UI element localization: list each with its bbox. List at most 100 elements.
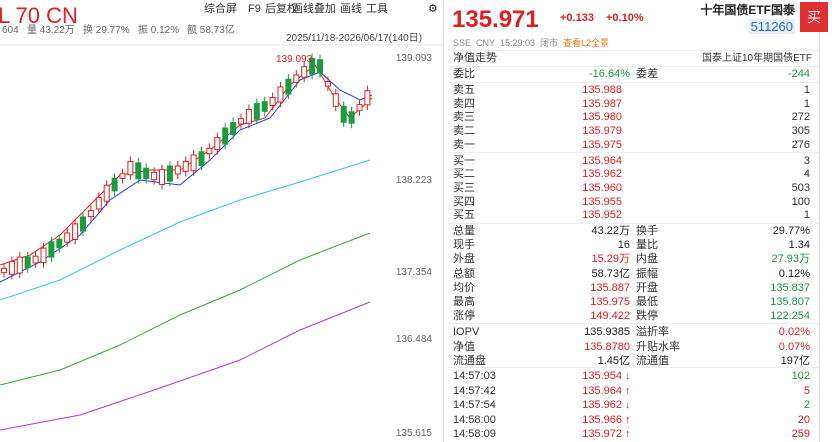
order-label: 卖五 (453, 84, 475, 96)
separator (448, 50, 819, 51)
order-volume: 305 (791, 125, 810, 138)
stat-label: 升贴水率 (636, 340, 680, 353)
trade-time: 14:57:54 (453, 399, 496, 411)
candle-body (95, 196, 102, 210)
quote-strip-item: 换 29.77% (83, 25, 130, 36)
order-volume: 272 (791, 111, 810, 124)
candle-body (72, 223, 79, 240)
price-axis-label: 137.354 (395, 267, 432, 278)
ma-line-cyan (0, 159, 371, 301)
candle-body (332, 93, 339, 107)
stat-label: 净值 (453, 340, 475, 353)
stat-label: 流通值 (636, 354, 669, 367)
candle-body (293, 74, 300, 83)
order-label: 卖四 (453, 97, 475, 110)
trade-direction: ↑ (625, 428, 631, 440)
stat-label: 开盘 (636, 281, 658, 294)
nav-title: 国泰上证10年期国债ETF (701, 53, 812, 64)
order-volume: 1 (803, 209, 810, 222)
candle-body (206, 147, 213, 155)
stat-value: 135.887 (590, 281, 630, 294)
tool-button[interactable]: F9 (248, 3, 261, 15)
stat-value: 27.93万 (771, 253, 810, 266)
trade-direction: ↓ (625, 399, 631, 411)
order-price: 135.980 (582, 111, 622, 124)
candle-body (214, 137, 221, 151)
row-value: -244 (787, 68, 810, 80)
price-axis-label: 135.615 (395, 428, 432, 439)
price-axis-label: 139.093 (395, 53, 432, 64)
stat-label: 总额 (453, 267, 475, 280)
stat-label: 换手 (636, 225, 658, 237)
stat-value: 58.73亿 (591, 267, 630, 280)
divider (819, 0, 820, 442)
tool-button[interactable]: 画线叠加 (292, 3, 336, 15)
date-range: 2025/11/18-2026/06/17(140日) (286, 33, 423, 44)
tool-button[interactable]: 画线 (340, 3, 362, 15)
candle-body (87, 210, 94, 218)
row-value: -16.64% (589, 68, 630, 80)
stat-label: 最高 (453, 296, 475, 308)
separator (448, 66, 819, 67)
candle-body (103, 184, 110, 202)
change-pct: +0.10% (606, 12, 644, 24)
status-status: 闭市 (540, 38, 559, 48)
quote-strip-item: 量 43.22万 (27, 25, 75, 36)
settings[interactable]: ⚙ (428, 3, 438, 15)
order-price: 135.962 (582, 168, 622, 181)
order-volume: 503 (791, 181, 810, 194)
candle-body (285, 78, 292, 95)
order-price: 135.988 (582, 84, 622, 96)
ticker: L 70 CN (0, 3, 78, 28)
order-volume: 4 (803, 168, 810, 181)
tool-button[interactable]: 综合屏 (204, 3, 237, 15)
price-axis-label: 138.223 (395, 175, 432, 186)
trade-volume: 259 (791, 428, 810, 440)
trade-volume: 5 (803, 384, 810, 397)
candle-body (182, 161, 189, 172)
stat-label: 溢折率 (636, 326, 669, 339)
candle-body (32, 255, 39, 264)
stat-label: IOPV (453, 326, 480, 339)
candle-body (317, 59, 323, 74)
stat-label: 涨停 (453, 310, 475, 323)
stat-label: 振幅 (636, 267, 658, 280)
row-label: 委比 (453, 68, 475, 80)
nav-tab[interactable]: 净值走势 (453, 52, 497, 64)
stat-label: 跌停 (636, 310, 658, 323)
candle-body (261, 101, 268, 112)
quote-strip-item: 振 0.12% (138, 25, 180, 36)
order-volume: 3 (803, 154, 810, 167)
candle-body (143, 167, 150, 180)
stat-value: 0.12% (778, 267, 810, 280)
separator (448, 223, 819, 224)
trade-volume: 2 (803, 399, 810, 411)
stat-value: 135.9385 (584, 326, 630, 339)
change: +0.133 (560, 12, 594, 24)
candle-body (198, 151, 205, 166)
stat-label: 量比 (636, 239, 658, 252)
order-price: 135.987 (582, 97, 622, 110)
stat-value: 135.807 (770, 296, 810, 308)
ma-line-purple (0, 301, 371, 431)
trade-direction: ↑ (625, 384, 631, 397)
order-price: 135.975 (582, 138, 622, 151)
candle-body (64, 232, 71, 243)
candle-body (80, 216, 86, 232)
quote-strip-item: 604 (2, 25, 19, 36)
stat-value: 0.07% (778, 340, 810, 353)
stat-value: 122.254 (770, 310, 810, 323)
stat-value: 29.77% (772, 225, 810, 237)
candles (1, 53, 371, 280)
trade-direction: ↓ (625, 370, 631, 382)
tool-button[interactable]: 工具 (366, 3, 388, 15)
order-label: 买一 (453, 154, 475, 167)
candle-body (48, 241, 55, 258)
order-price: 135.952 (582, 209, 622, 222)
stat-label: 内盘 (636, 253, 658, 266)
tool-button[interactable]: 后复权 (265, 3, 298, 15)
candle-body (40, 247, 47, 264)
stat-value: 135.975 (590, 296, 630, 308)
l2-link[interactable]: 查看L2全景 (563, 38, 610, 48)
buy-button[interactable]: 买 (800, 2, 828, 32)
